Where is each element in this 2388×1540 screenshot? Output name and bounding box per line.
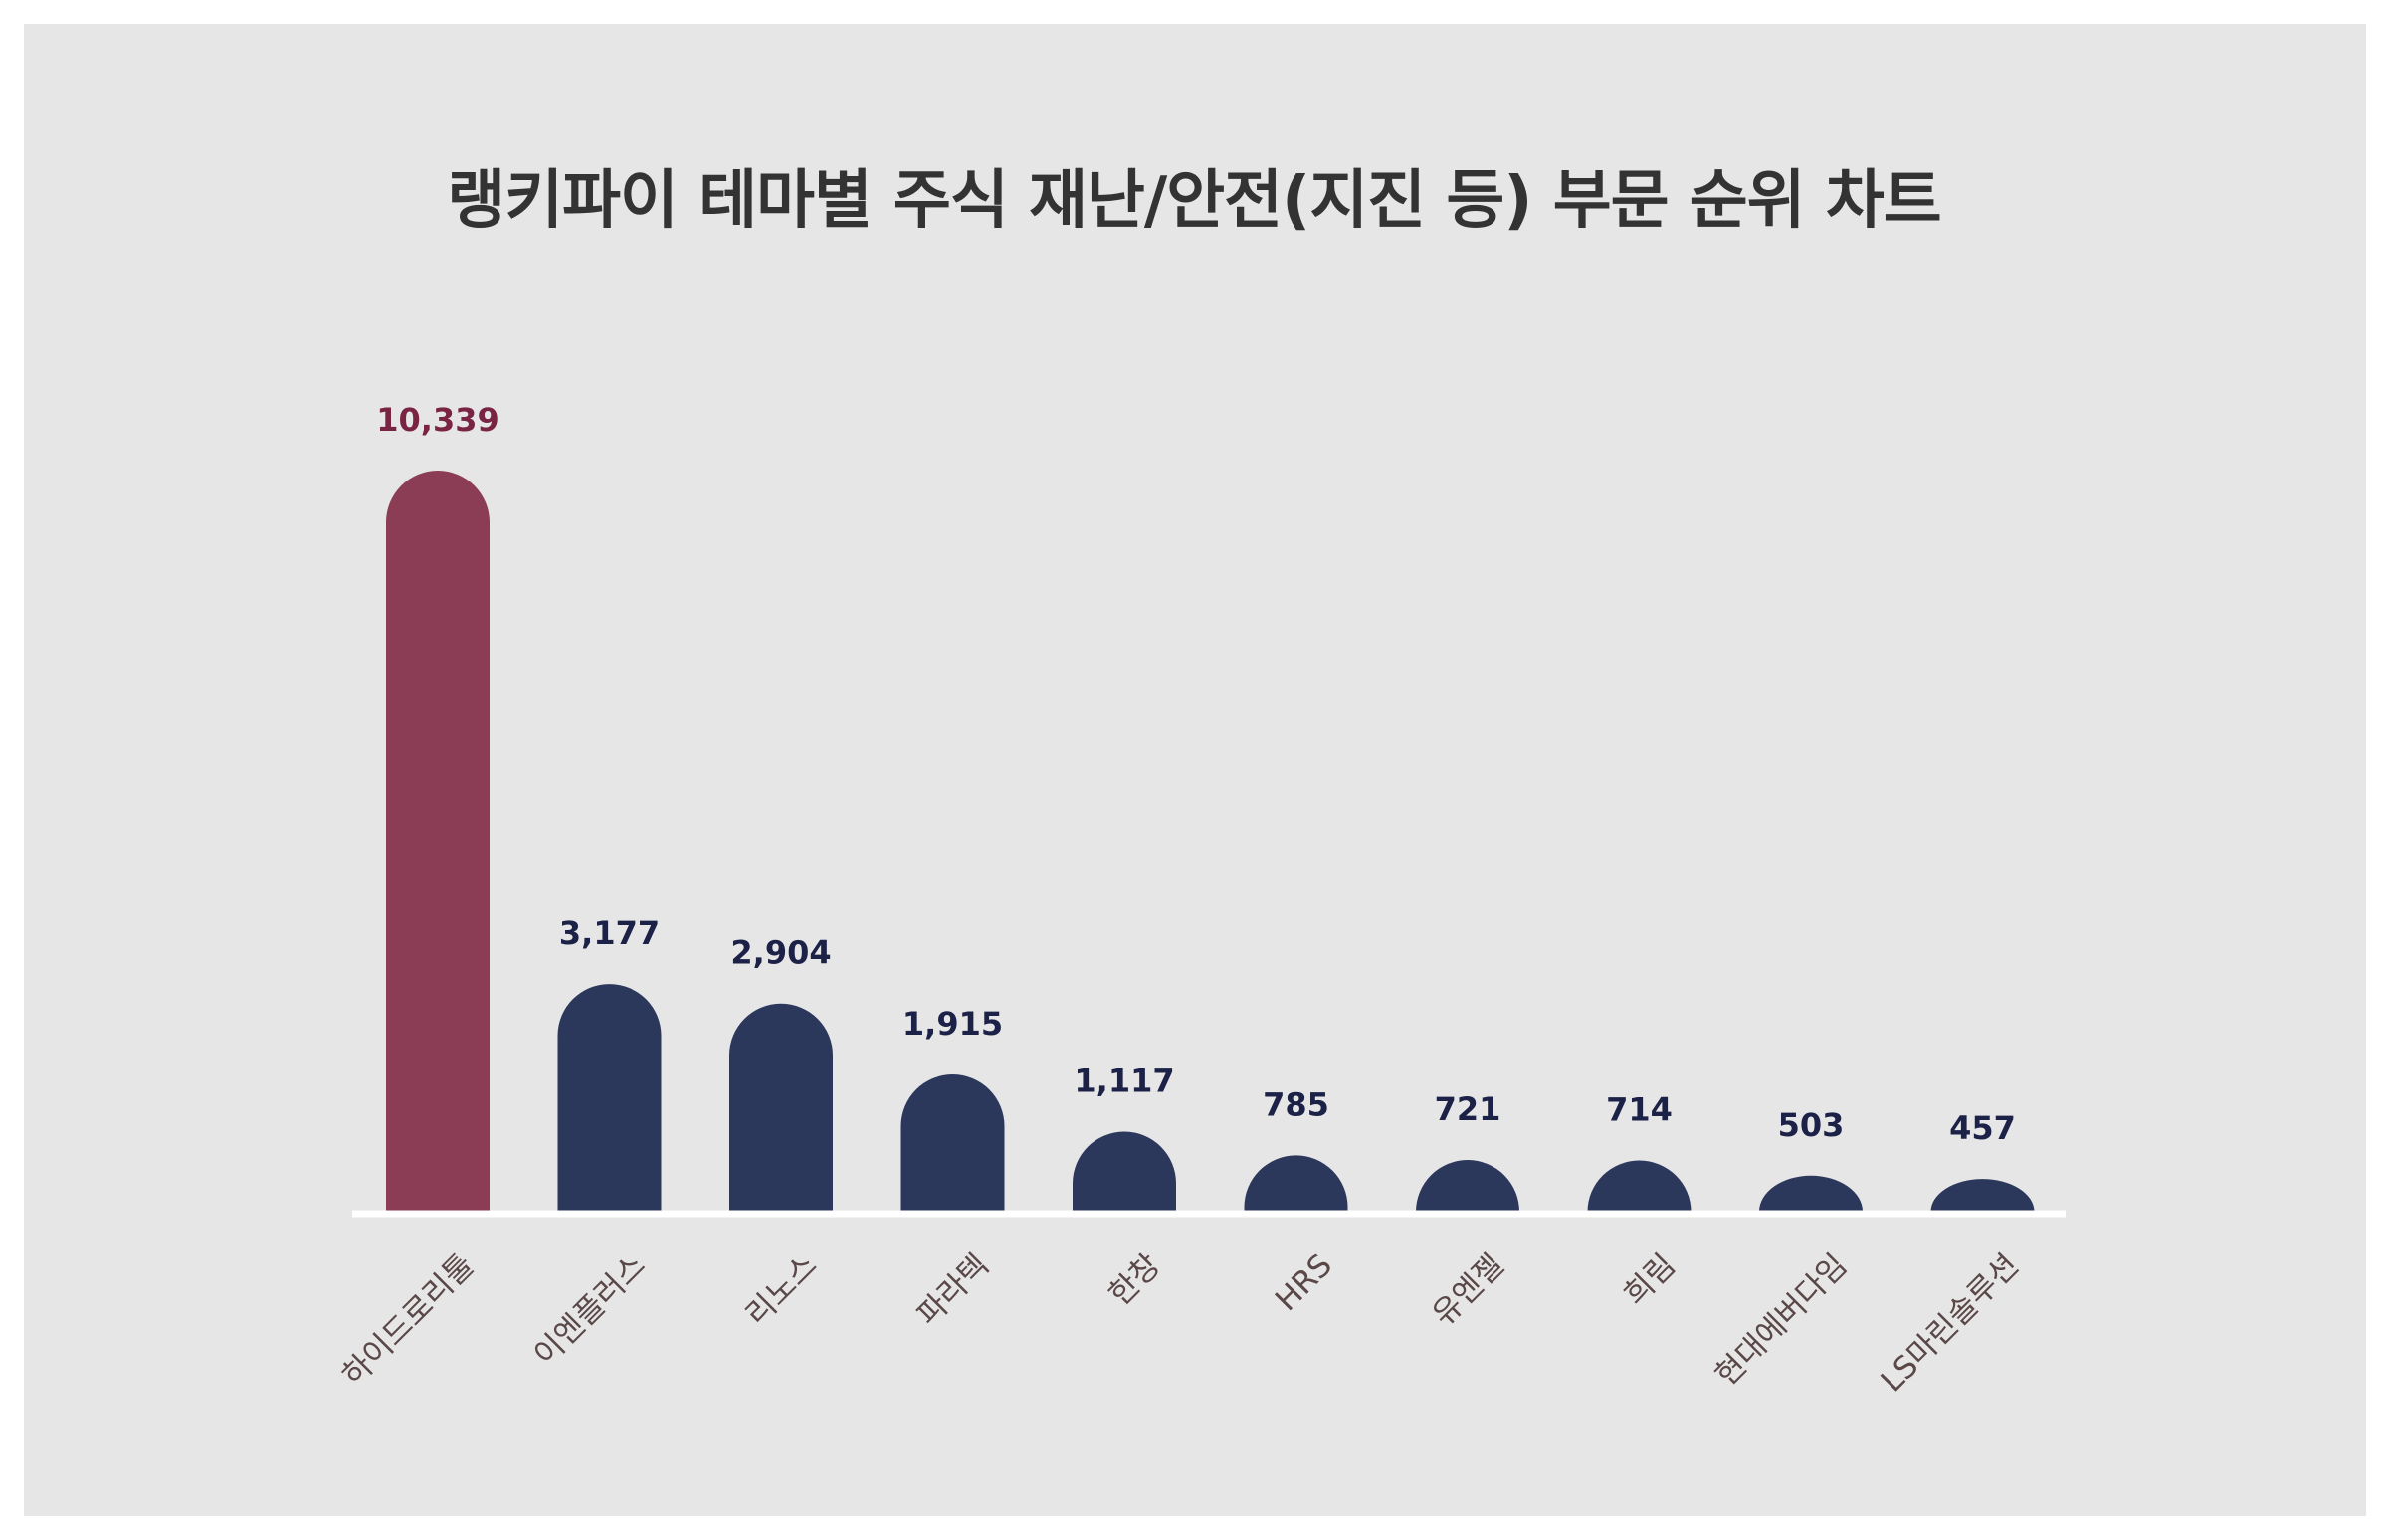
bar-현대에버다임 [1759,1175,1863,1212]
value-label-유엔젤: 721 [1435,1090,1501,1128]
bar-희림 [1587,1160,1692,1212]
category-label-LS마린솔루션: LS마린솔루션 [1875,1248,2026,1399]
bar-파라텍 [900,1074,1005,1212]
bar-이엔플러스 [557,984,662,1212]
value-label-LS마린솔루션: 457 [1949,1109,2016,1147]
bar-한창 [1073,1131,1176,1212]
bar-리노스 [729,1003,833,1212]
category-label-HRS: HRS [1269,1248,1339,1318]
value-label-이엔플러스: 3,177 [559,914,660,952]
chart-title: 랭키파이 테마별 주식 재난/안전(지진 등) 부문 순위 차트 [447,164,1941,238]
bar-HRS [1244,1155,1348,1212]
value-label-희림: 714 [1606,1091,1673,1129]
category-label-파라텍: 파라텍 [910,1248,996,1333]
category-label-이엔플러스: 이엔플러스 [527,1248,653,1373]
value-label-한창: 1,117 [1074,1062,1174,1100]
category-label-리노스: 리노스 [739,1248,825,1333]
category-label-하이드로리툴: 하이드로리툴 [335,1248,481,1393]
bar-하이드로리툴 [386,471,490,1212]
value-label-현대에버다임: 503 [1778,1106,1845,1144]
category-label-한창: 한창 [1102,1248,1168,1313]
bar-LS마린솔루션 [1930,1179,2035,1212]
category-labels-group: 하이드로리툴 이엔플러스 리노스 파라텍 한창 HRS 유엔젤 희림 현대에버다임 LS마린솔루션 [335,1248,2026,1399]
value-label-하이드로리툴: 10,339 [376,401,498,439]
value-label-리노스: 2,904 [730,934,831,972]
bars-group [386,471,2035,1212]
value-labels-group: 10,339 3,177 2,904 1,915 1,117 785 721 714 503 45… [376,401,2016,1147]
category-label-현대에버다임: 현대에버다임 [1708,1248,1854,1393]
category-label-희림: 희림 [1617,1248,1683,1313]
value-label-HRS: 785 [1263,1085,1329,1123]
bar-유엔젤 [1416,1160,1519,1212]
category-label-유엔젤: 유엔젤 [1426,1248,1511,1333]
value-label-파라텍: 1,915 [902,1005,1003,1043]
